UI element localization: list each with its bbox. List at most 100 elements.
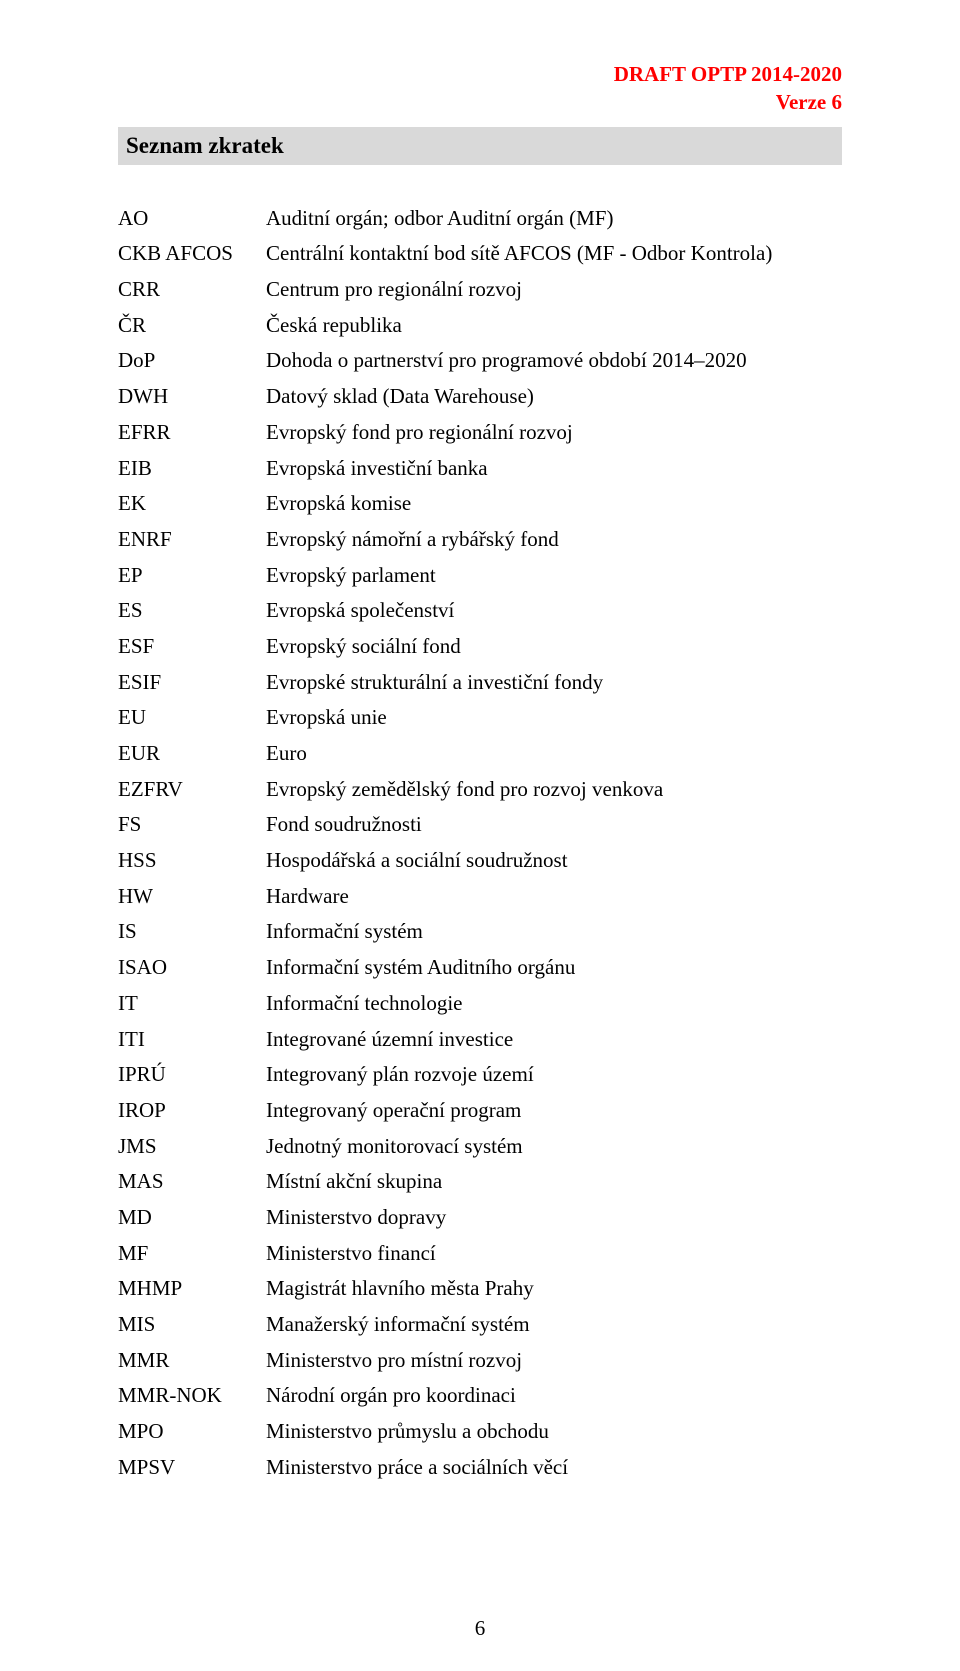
abbr-key: ISAO xyxy=(118,950,266,986)
abbr-row: EKEvropská komise xyxy=(118,486,842,522)
abbr-key: MMR xyxy=(118,1343,266,1379)
abbr-value: Evropská společenství xyxy=(266,593,842,629)
abbr-row: FSFond soudružnosti xyxy=(118,807,842,843)
abbr-value: Ministerstvo práce a sociálních věcí xyxy=(266,1450,842,1486)
abbr-key: IS xyxy=(118,914,266,950)
abbr-row: EUEvropská unie xyxy=(118,700,842,736)
abbr-key: EFRR xyxy=(118,415,266,451)
abbr-key: MF xyxy=(118,1236,266,1272)
abbr-row: ČRČeská republika xyxy=(118,308,842,344)
abbr-key: MIS xyxy=(118,1307,266,1343)
abbr-row: JMSJednotný monitorovací systém xyxy=(118,1129,842,1165)
abbr-value: Česká republika xyxy=(266,308,842,344)
abbr-key: MD xyxy=(118,1200,266,1236)
header-line-2: Verze 6 xyxy=(118,88,842,116)
abbr-row: ITInformační technologie xyxy=(118,986,842,1022)
abbr-value: Euro xyxy=(266,736,842,772)
abbr-key: ESF xyxy=(118,629,266,665)
abbr-row: EZFRVEvropský zemědělský fond pro rozvoj… xyxy=(118,772,842,808)
abbr-value: Informační systém xyxy=(266,914,842,950)
abbr-row: MFMinisterstvo financí xyxy=(118,1236,842,1272)
abbr-value: Evropský zemědělský fond pro rozvoj venk… xyxy=(266,772,842,808)
abbr-key: ESIF xyxy=(118,665,266,701)
abbr-key: IPRÚ xyxy=(118,1057,266,1093)
abbr-row: AOAuditní orgán; odbor Auditní orgán (MF… xyxy=(118,201,842,237)
abbr-row: IROPIntegrovaný operační program xyxy=(118,1093,842,1129)
abbr-value: Fond soudružnosti xyxy=(266,807,842,843)
abbr-row: EIBEvropská investiční banka xyxy=(118,451,842,487)
abbr-row: ENRFEvropský námořní a rybářský fond xyxy=(118,522,842,558)
abbr-key: CKB AFCOS xyxy=(118,236,266,272)
abbr-key: EK xyxy=(118,486,266,522)
abbr-row: MHMPMagistrát hlavního města Prahy xyxy=(118,1271,842,1307)
abbr-row: MPSVMinisterstvo práce a sociálních věcí xyxy=(118,1450,842,1486)
abbr-row: EUREuro xyxy=(118,736,842,772)
abbr-key: IROP xyxy=(118,1093,266,1129)
abbr-row: ESEvropská společenství xyxy=(118,593,842,629)
abbr-value: Evropský sociální fond xyxy=(266,629,842,665)
abbr-value: Integrované územní investice xyxy=(266,1022,842,1058)
abbr-row: MMR-NOKNárodní orgán pro koordinaci xyxy=(118,1378,842,1414)
header-line-1: DRAFT OPTP 2014-2020 xyxy=(118,60,842,88)
abbr-value: Národní orgán pro koordinaci xyxy=(266,1378,842,1414)
abbr-value: Datový sklad (Data Warehouse) xyxy=(266,379,842,415)
abbr-row: IPRÚIntegrovaný plán rozvoje území xyxy=(118,1057,842,1093)
abbr-row: CKB AFCOSCentrální kontaktní bod sítě AF… xyxy=(118,236,842,272)
abbr-value: Evropská investiční banka xyxy=(266,451,842,487)
document-header: DRAFT OPTP 2014-2020 Verze 6 xyxy=(118,60,842,117)
abbr-row: HSSHospodářská a sociální soudružnost xyxy=(118,843,842,879)
abbr-row: ESIFEvropské strukturální a investiční f… xyxy=(118,665,842,701)
abbr-value: Evropský parlament xyxy=(266,558,842,594)
abbr-key: MHMP xyxy=(118,1271,266,1307)
abbr-row: MPOMinisterstvo průmyslu a obchodu xyxy=(118,1414,842,1450)
abbr-key: DoP xyxy=(118,343,266,379)
abbr-key: HSS xyxy=(118,843,266,879)
abbr-row: MDMinisterstvo dopravy xyxy=(118,1200,842,1236)
abbr-key: MAS xyxy=(118,1164,266,1200)
abbr-key: EIB xyxy=(118,451,266,487)
abbr-row: MMRMinisterstvo pro místní rozvoj xyxy=(118,1343,842,1379)
abbr-key: ČR xyxy=(118,308,266,344)
abbr-value: Ministerstvo financí xyxy=(266,1236,842,1272)
abbr-key: MPO xyxy=(118,1414,266,1450)
abbr-value: Místní akční skupina xyxy=(266,1164,842,1200)
abbr-value: Auditní orgán; odbor Auditní orgán (MF) xyxy=(266,201,842,237)
abbr-value: Centrum pro regionální rozvoj xyxy=(266,272,842,308)
abbr-row: EPEvropský parlament xyxy=(118,558,842,594)
abbr-key: ES xyxy=(118,593,266,629)
abbr-row: MASMístní akční skupina xyxy=(118,1164,842,1200)
abbr-value: Manažerský informační systém xyxy=(266,1307,842,1343)
abbr-value: Informační systém Auditního orgánu xyxy=(266,950,842,986)
abbr-value: Evropské strukturální a investiční fondy xyxy=(266,665,842,701)
abbr-key: FS xyxy=(118,807,266,843)
abbr-value: Centrální kontaktní bod sítě AFCOS (MF -… xyxy=(266,236,842,272)
abbr-value: Integrovaný operační program xyxy=(266,1093,842,1129)
abbr-key: AO xyxy=(118,201,266,237)
abbr-key: DWH xyxy=(118,379,266,415)
abbr-row: ESFEvropský sociální fond xyxy=(118,629,842,665)
abbr-key: IT xyxy=(118,986,266,1022)
abbr-value: Informační technologie xyxy=(266,986,842,1022)
abbr-value: Ministerstvo pro místní rozvoj xyxy=(266,1343,842,1379)
abbr-value: Evropský námořní a rybářský fond xyxy=(266,522,842,558)
abbr-row: ITIIntegrované územní investice xyxy=(118,1022,842,1058)
abbr-key: ENRF xyxy=(118,522,266,558)
abbr-key: ITI xyxy=(118,1022,266,1058)
abbreviations-list: AOAuditní orgán; odbor Auditní orgán (MF… xyxy=(118,201,842,1486)
abbr-value: Magistrát hlavního města Prahy xyxy=(266,1271,842,1307)
abbr-key: EU xyxy=(118,700,266,736)
abbr-key: CRR xyxy=(118,272,266,308)
abbr-value: Integrovaný plán rozvoje území xyxy=(266,1057,842,1093)
abbr-value: Evropská komise xyxy=(266,486,842,522)
abbr-row: MISManažerský informační systém xyxy=(118,1307,842,1343)
abbr-row: CRRCentrum pro regionální rozvoj xyxy=(118,272,842,308)
page-number: 6 xyxy=(0,1616,960,1641)
abbr-row: DWHDatový sklad (Data Warehouse) xyxy=(118,379,842,415)
abbr-key: EUR xyxy=(118,736,266,772)
abbr-value: Jednotný monitorovací systém xyxy=(266,1129,842,1165)
abbr-key: HW xyxy=(118,879,266,915)
abbr-row: DoPDohoda o partnerství pro programové o… xyxy=(118,343,842,379)
abbr-row: ISAOInformační systém Auditního orgánu xyxy=(118,950,842,986)
abbr-value: Evropský fond pro regionální rozvoj xyxy=(266,415,842,451)
abbr-value: Ministerstvo průmyslu a obchodu xyxy=(266,1414,842,1450)
